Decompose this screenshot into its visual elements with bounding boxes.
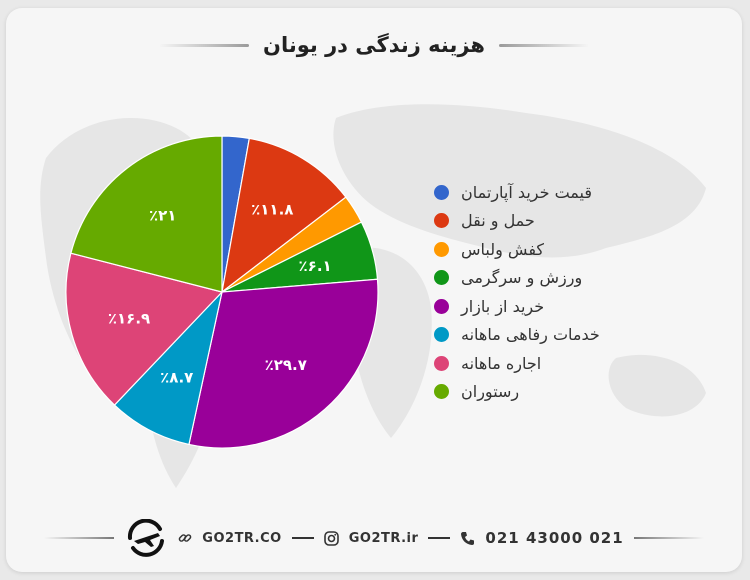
slice-data-label: ٪۲۱ bbox=[149, 207, 176, 225]
legend-swatch bbox=[434, 355, 449, 371]
legend-swatch bbox=[434, 384, 449, 400]
slice-data-label: ٪۱۱.۸ bbox=[251, 200, 293, 218]
legend-label: اجاره ماهانه bbox=[461, 353, 542, 373]
legend-label: قیمت خرید آپارتمان bbox=[461, 182, 593, 202]
legend-label: خرید از بازار bbox=[461, 296, 545, 316]
legend-item: قیمت خرید آپارتمان bbox=[434, 178, 674, 207]
legend-label: ورزش و سرگرمی bbox=[461, 268, 583, 288]
pie-slice bbox=[221, 137, 347, 294]
legend-item: خرید از بازار bbox=[434, 292, 674, 321]
footer-separator bbox=[428, 537, 451, 539]
legend-swatch bbox=[434, 213, 449, 229]
instagram-text: GO2TR.ir bbox=[348, 530, 419, 546]
legend-item: اجاره ماهانه bbox=[434, 349, 674, 378]
legend-item: رستوران bbox=[434, 378, 674, 407]
legend-swatch bbox=[434, 270, 449, 286]
link-icon bbox=[178, 531, 192, 545]
website-text: GO2TR.CO bbox=[202, 530, 282, 546]
legend-item: حمل و نقل bbox=[434, 207, 674, 236]
pie-slice bbox=[70, 135, 223, 293]
legend-item: کفش ولباس bbox=[434, 235, 674, 264]
legend-swatch bbox=[434, 327, 449, 343]
slice-data-label: ٪۱۶.۹ bbox=[108, 310, 150, 328]
footer: GO2TR.CO GO2TR.ir 021 43000 021 bbox=[6, 519, 742, 557]
footer-separator bbox=[291, 537, 314, 539]
title-decoration-right bbox=[498, 43, 589, 47]
instagram-icon bbox=[323, 530, 339, 546]
footer-decoration-left bbox=[44, 537, 115, 539]
infographic-card: هزینه زندگی در یونان ٪۱۱.۸ ٪۶.۱ ٪۲۹.۷ ٪۸.۷ ٪… bbox=[6, 8, 742, 572]
legend-label: رستوران bbox=[461, 382, 520, 402]
pie-slice bbox=[113, 290, 224, 446]
logo-icon bbox=[124, 519, 168, 557]
pie-slice bbox=[65, 252, 224, 406]
legend-swatch bbox=[434, 184, 449, 200]
phone-icon bbox=[460, 531, 475, 546]
slice-data-label: ٪۸.۷ bbox=[160, 368, 193, 386]
pie-slice bbox=[188, 278, 379, 449]
title-decoration-left bbox=[159, 43, 250, 47]
legend-item: ورزش و سرگرمی bbox=[434, 264, 674, 293]
slice-data-label: ٪۲۹.۷ bbox=[265, 356, 307, 374]
pie-chart: ٪۱۱.۸ ٪۶.۱ ٪۲۹.۷ ٪۸.۷ ٪۱۶.۹ ٪۲۱ bbox=[65, 135, 379, 449]
chart-legend: قیمت خرید آپارتمان حمل و نقل کفش ولباس ورزش… bbox=[434, 178, 674, 406]
legend-item: خدمات رفاهی ماهانه bbox=[434, 321, 674, 350]
phone-text: 021 43000 021 bbox=[485, 529, 624, 547]
slice-data-label: ٪۶.۱ bbox=[299, 257, 332, 275]
legend-swatch bbox=[434, 298, 449, 314]
legend-swatch bbox=[434, 241, 449, 257]
legend-label: کفش ولباس bbox=[461, 239, 545, 259]
legend-label: حمل و نقل bbox=[461, 211, 535, 231]
title-row: هزینه زندگی در یونان bbox=[6, 30, 742, 60]
footer-decoration-right bbox=[633, 537, 704, 539]
legend-label: خدمات رفاهی ماهانه bbox=[461, 325, 600, 345]
chart-title: هزینه زندگی در یونان bbox=[263, 33, 485, 57]
